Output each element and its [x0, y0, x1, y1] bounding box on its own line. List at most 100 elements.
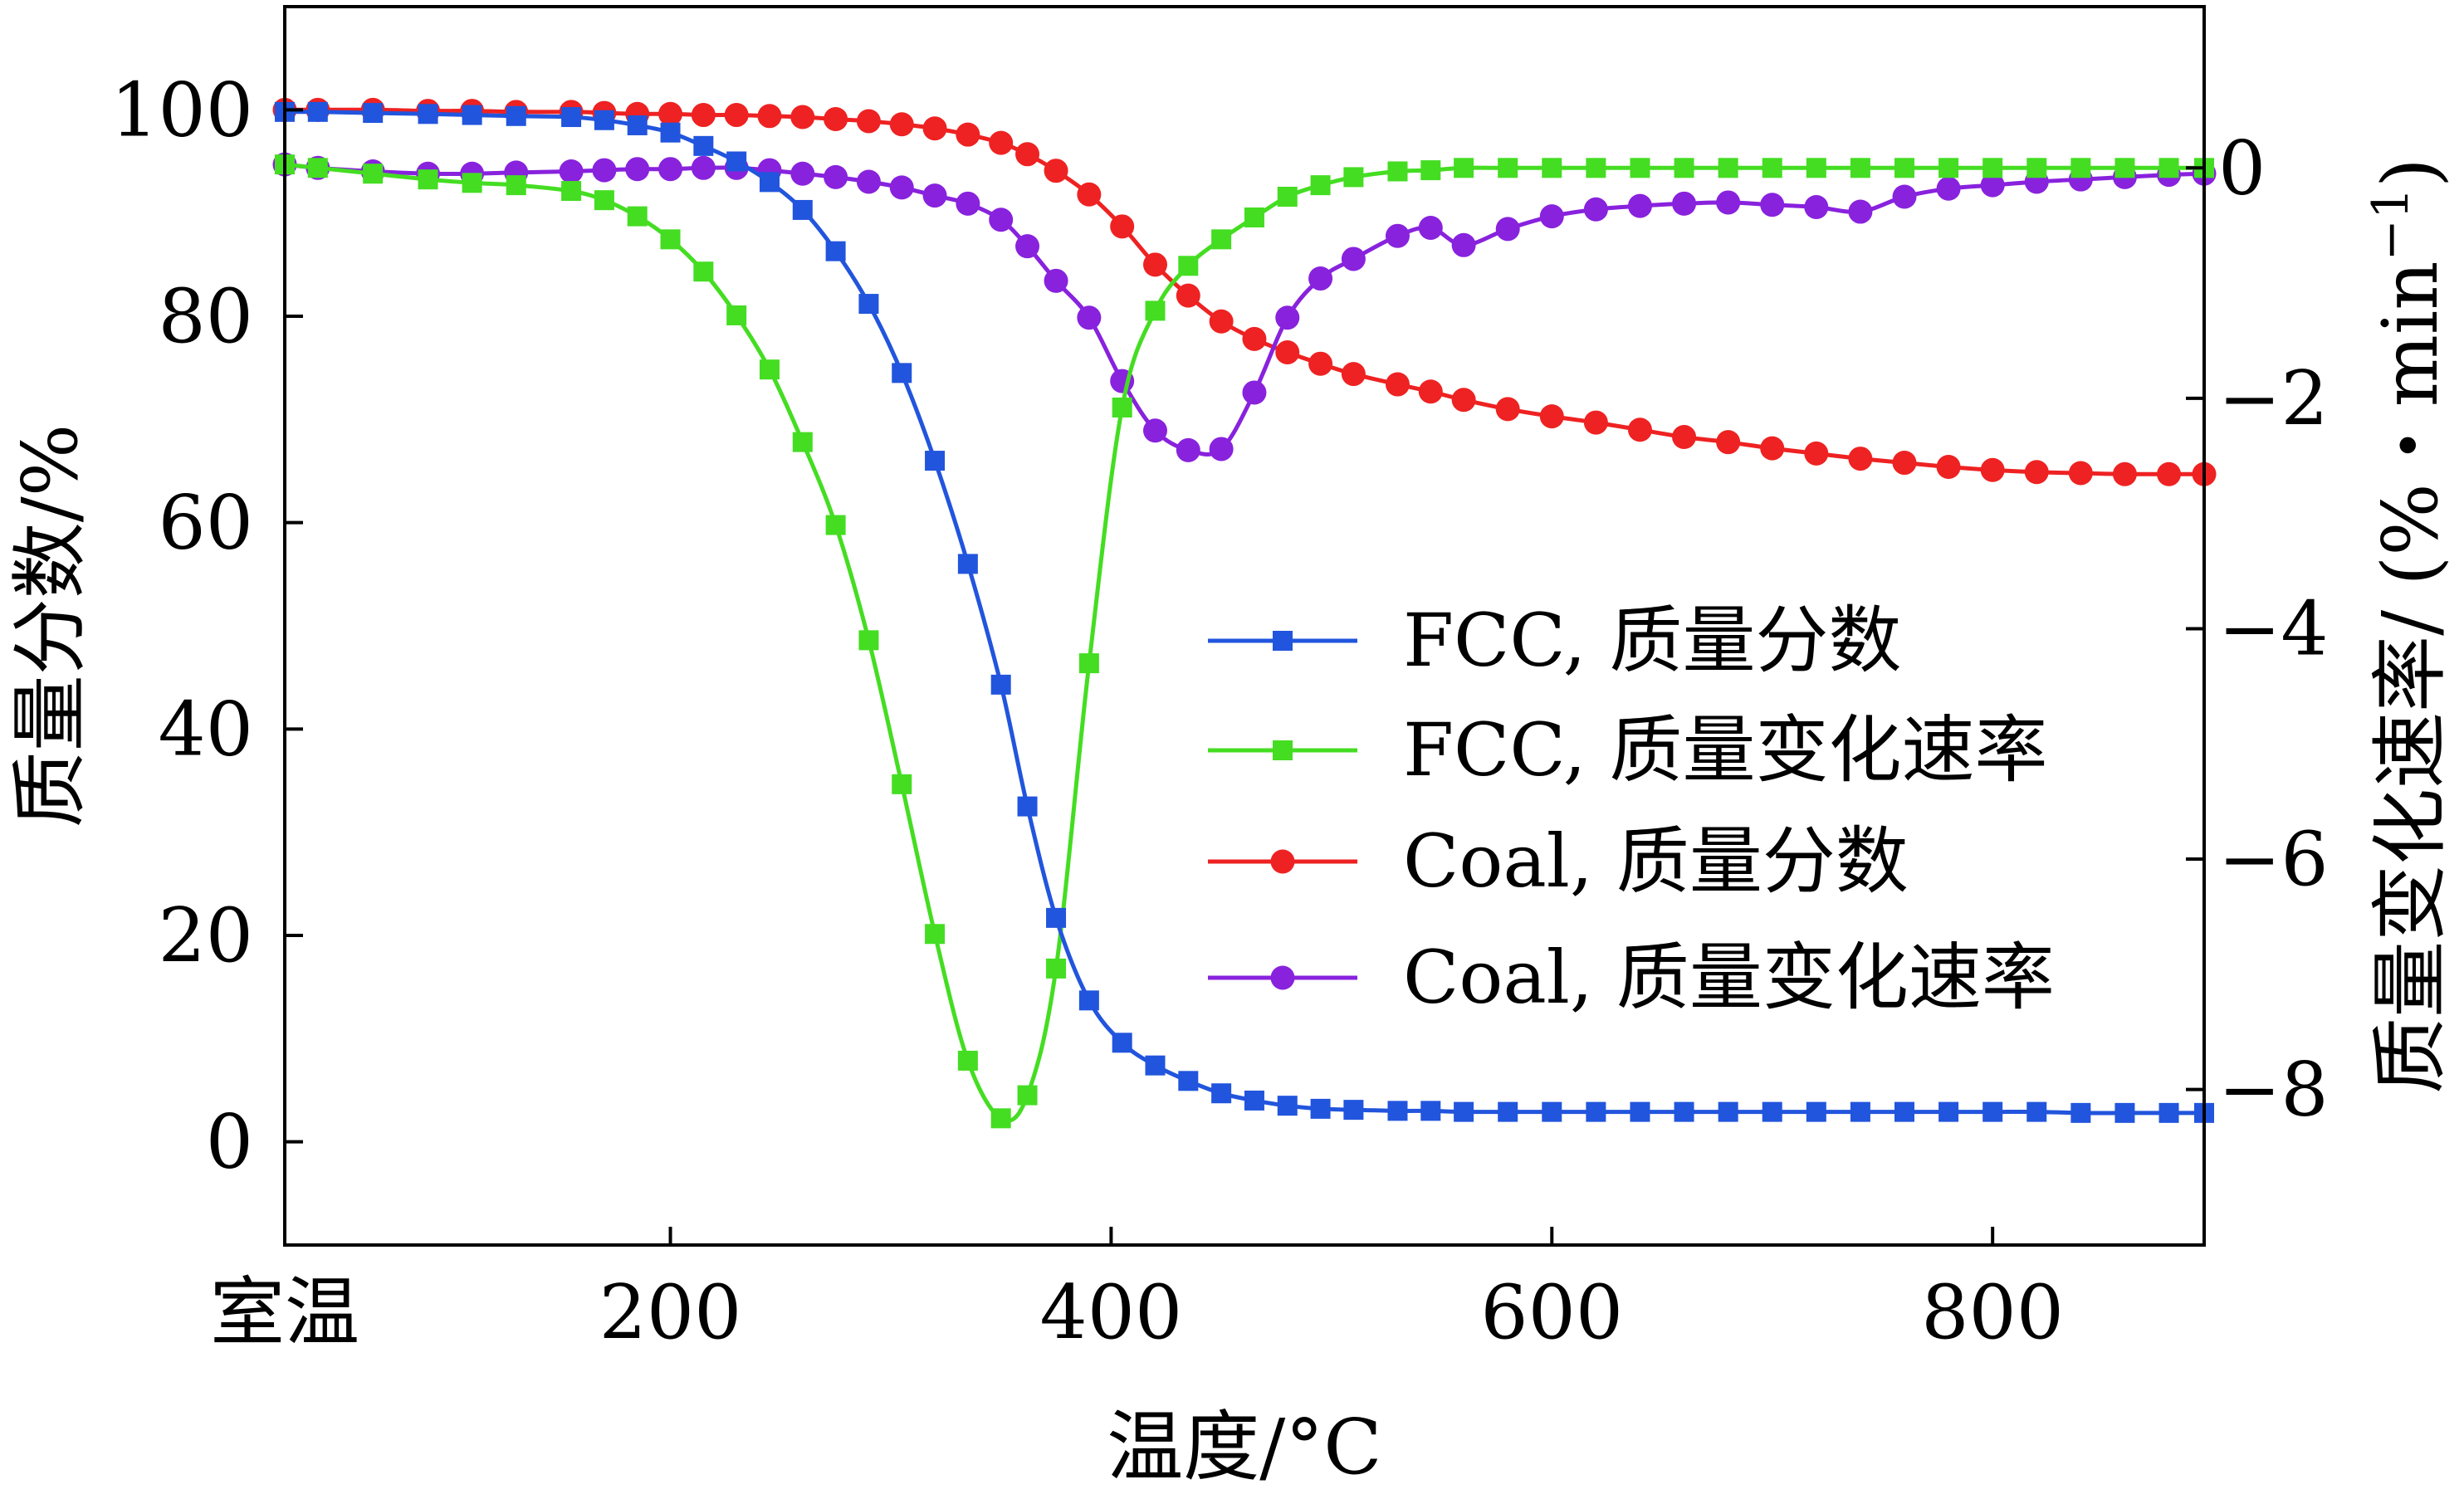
- data-point-fcc-mass-fraction: [1762, 1101, 1782, 1122]
- data-point-coal-mass-fraction: [691, 103, 716, 128]
- data-point-fcc-rate: [1145, 300, 1166, 321]
- legend-item-fcc-mass-fraction: FCC, 质量分数: [1208, 598, 1902, 683]
- data-point-coal-rate: [790, 161, 815, 186]
- data-point-fcc-mass-fraction: [2114, 1102, 2135, 1123]
- left-y-tick-label: 40: [158, 686, 253, 773]
- data-point-coal-mass-fraction: [658, 101, 683, 126]
- right-y-tick-label: −4: [2218, 585, 2329, 672]
- legend-swatch-marker: [1273, 740, 1293, 760]
- data-point-fcc-mass-fraction: [1674, 1101, 1694, 1122]
- data-point-fcc-rate: [1046, 958, 1067, 979]
- data-point-coal-rate: [1848, 199, 1873, 224]
- legend-label: Coal, 质量变化速率: [1403, 935, 2055, 1020]
- data-point-coal-mass-fraction: [1848, 447, 1873, 471]
- data-point-coal-rate: [1341, 247, 1366, 271]
- data-point-fcc-rate: [506, 175, 526, 196]
- data-point-fcc-rate: [1277, 187, 1298, 208]
- data-point-coal-rate: [1385, 223, 1410, 248]
- data-point-fcc-rate: [1762, 158, 1782, 178]
- data-point-coal-mass-fraction: [1451, 388, 1476, 413]
- data-point-fcc-rate: [1674, 158, 1694, 178]
- data-point-coal-rate: [956, 191, 980, 216]
- data-point-fcc-rate: [1017, 1085, 1038, 1106]
- data-point-fcc-mass-fraction: [990, 674, 1011, 695]
- data-point-coal-rate: [824, 164, 848, 189]
- data-point-fcc-mass-fraction: [1938, 1101, 1959, 1122]
- legend-item-coal-rate: Coal, 质量变化速率: [1208, 935, 2055, 1020]
- data-point-fcc-mass-fraction: [1244, 1090, 1264, 1111]
- data-point-coal-rate: [592, 158, 617, 183]
- data-point-coal-mass-fraction: [1539, 404, 1564, 429]
- data-point-coal-rate: [625, 157, 650, 182]
- x-tick-label: 800: [1921, 1269, 2064, 1356]
- right-y-tick-label: −8: [2218, 1047, 2329, 1134]
- right-y-tick-label: −6: [2218, 816, 2329, 903]
- data-point-coal-rate: [1451, 232, 1476, 257]
- data-point-coal-mass-fraction: [824, 107, 848, 132]
- data-point-fcc-rate: [1894, 158, 1914, 178]
- series-fcc-mass-fraction: [275, 101, 2214, 1123]
- data-point-fcc-mass-fraction: [957, 554, 978, 574]
- data-point-coal-mass-fraction: [1110, 214, 1135, 239]
- data-point-coal-mass-fraction: [1015, 142, 1040, 167]
- data-point-coal-rate: [1077, 305, 1102, 330]
- data-point-fcc-rate: [693, 261, 714, 282]
- data-point-coal-rate: [1892, 184, 1917, 209]
- data-point-fcc-rate: [1586, 158, 1606, 178]
- data-point-fcc-rate: [1498, 158, 1518, 178]
- data-point-coal-rate: [1044, 268, 1068, 293]
- data-point-fcc-rate: [957, 1050, 978, 1071]
- data-point-fcc-rate: [1454, 158, 1474, 178]
- left-y-tick-label: 0: [206, 1099, 253, 1186]
- data-point-fcc-mass-fraction: [363, 103, 384, 124]
- data-point-fcc-mass-fraction: [925, 451, 946, 471]
- data-point-fcc-mass-fraction: [2158, 1102, 2179, 1123]
- right-y-tick-label: −2: [2218, 355, 2329, 442]
- data-point-fcc-mass-fraction: [1310, 1098, 1331, 1119]
- x-tick-label: 室温: [210, 1269, 359, 1356]
- legend-label: FCC, 质量分数: [1403, 598, 1902, 683]
- left-y-tick-label: 80: [158, 273, 253, 360]
- data-point-coal-mass-fraction: [889, 112, 914, 137]
- data-point-coal-rate: [1936, 176, 1961, 201]
- left-y-tick-label: 60: [158, 480, 253, 567]
- data-point-coal-rate: [1980, 173, 2005, 198]
- data-point-coal-rate: [922, 183, 947, 208]
- tick-layer: 室温 200 400 600 800 0 20 40 60 80 100 0 −2 −4 −6 −8: [110, 66, 2328, 1356]
- data-point-coal-rate: [1275, 305, 1300, 330]
- data-point-fcc-rate: [892, 774, 912, 794]
- data-point-coal-mass-fraction: [1044, 159, 1068, 183]
- data-point-coal-mass-fraction: [1209, 309, 1234, 334]
- data-point-fcc-rate: [1938, 158, 1959, 178]
- series-fcc-rate: [275, 154, 2214, 1129]
- data-point-fcc-mass-fraction: [462, 105, 482, 125]
- data-point-fcc-rate: [660, 229, 681, 250]
- data-point-fcc-rate: [1420, 160, 1441, 181]
- data-point-fcc-mass-fraction: [1387, 1101, 1408, 1121]
- data-point-fcc-mass-fraction: [726, 151, 747, 172]
- data-point-fcc-rate: [1310, 175, 1331, 196]
- data-point-fcc-mass-fraction: [1343, 1100, 1364, 1121]
- data-point-coal-mass-fraction: [1385, 372, 1410, 397]
- data-point-fcc-rate: [2158, 158, 2179, 178]
- data-point-coal-mass-fraction: [1583, 410, 1608, 435]
- data-point-coal-mass-fraction: [790, 105, 815, 129]
- data-point-coal-rate: [1418, 215, 1443, 240]
- data-point-coal-rate: [856, 169, 881, 194]
- data-point-fcc-rate: [825, 515, 846, 535]
- data-point-fcc-rate: [1718, 158, 1738, 178]
- data-point-fcc-mass-fraction: [1078, 990, 1099, 1011]
- data-point-coal-mass-fraction: [2112, 461, 2137, 486]
- data-point-coal-mass-fraction: [2068, 461, 2093, 486]
- data-point-coal-mass-fraction: [1495, 397, 1520, 422]
- legend-label: FCC, 质量变化速率: [1403, 707, 2048, 793]
- data-point-coal-mass-fraction: [1627, 417, 1652, 442]
- data-point-fcc-mass-fraction: [1046, 907, 1067, 928]
- data-point-fcc-rate: [594, 190, 614, 211]
- data-point-fcc-mass-fraction: [892, 363, 912, 383]
- data-point-coal-mass-fraction: [1672, 424, 1697, 449]
- left-y-tick-label: 20: [158, 892, 253, 979]
- data-point-fcc-rate: [1244, 207, 1264, 227]
- legend-swatch-marker: [1273, 631, 1293, 651]
- data-point-fcc-mass-fraction: [1277, 1096, 1298, 1116]
